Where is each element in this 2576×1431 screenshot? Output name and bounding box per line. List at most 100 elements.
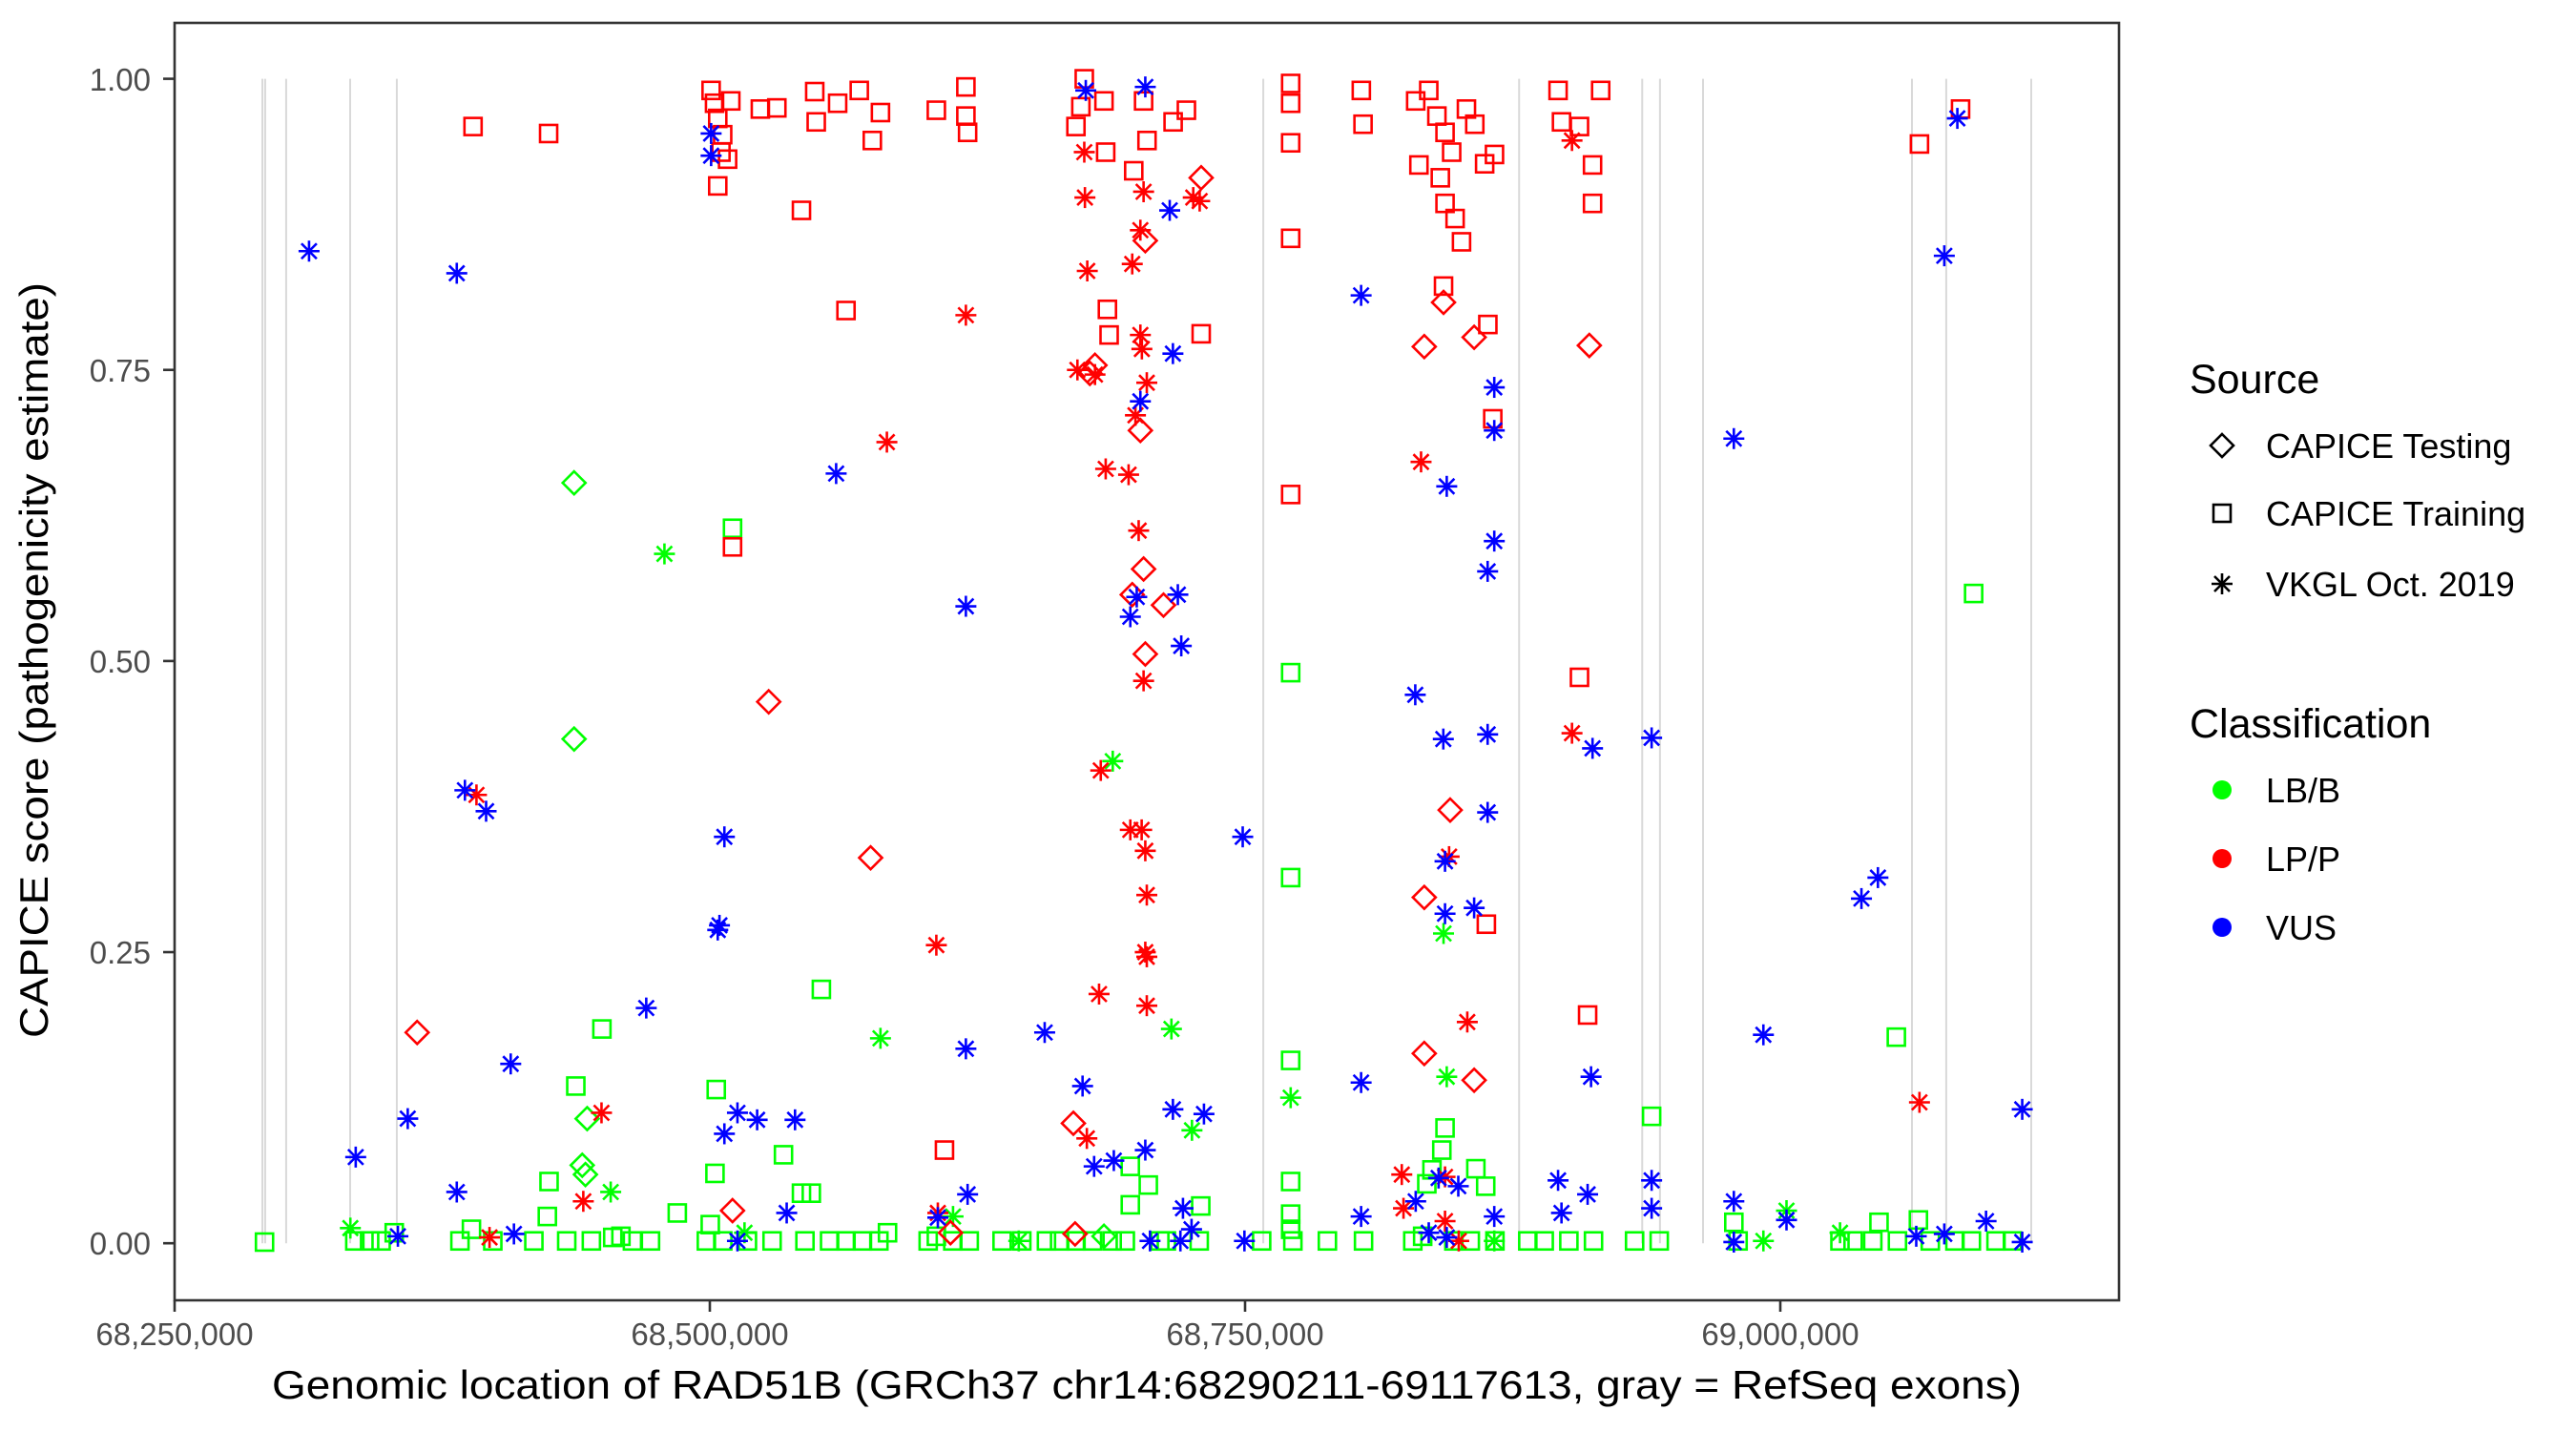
data-point-diamond [1130,555,1157,583]
data-point-asterisk [1464,897,1485,919]
data-point-asterisk [825,463,847,485]
data-point-asterisk [709,914,731,936]
legend-label: CAPICE Training [2266,494,2525,533]
data-point-asterisk [1130,219,1152,241]
data-point-square [1649,1231,1670,1252]
data-point-square [1444,208,1465,229]
data-point-square [1435,122,1455,143]
data-point-asterisk [1162,1098,1184,1120]
data-point-diamond [1410,333,1438,361]
data-point-diamond [1575,332,1603,359]
data-point-asterisk [1427,1167,1449,1189]
legend-classification: Classification LB/B LP/P VUS [2190,701,2431,947]
data-point-asterisk [1193,1103,1215,1125]
data-point-square [1433,276,1454,297]
data-point-asterisk [1074,187,1096,209]
x-axis-title: Genomic location of RAD51B (GRCh37 chr14… [272,1362,2022,1407]
data-point-square [1465,114,1485,135]
data-point-square [708,176,728,197]
data-point-square [1583,1231,1604,1252]
data-point-diamond [1461,323,1487,351]
series-vkgl-oct-2019-vus [298,76,2033,1253]
data-point-square [1548,80,1568,101]
data-point-asterisk [635,997,657,1019]
data-point-diamond [1132,227,1159,255]
data-point-square [1163,112,1183,133]
data-point-asterisk [446,262,467,284]
data-point-asterisk [1641,1170,1663,1192]
data-point-square [722,536,743,557]
data-point-asterisk [1436,1227,1458,1249]
data-point-asterisk [955,304,977,326]
data-point-asterisk [1561,130,1583,152]
data-point-asterisk [600,1181,622,1203]
data-point-asterisk [1121,253,1143,275]
legend-item-vus: VUS [2212,908,2337,947]
data-point-diamond [1437,797,1464,823]
data-point-asterisk [1180,1218,1202,1240]
data-point-square [870,102,891,123]
data-point-square [1559,1231,1579,1252]
data-point-square [1476,914,1497,935]
y-tick-label: 1.00 [90,62,151,97]
data-point-asterisk [1484,530,1506,552]
data-point-asterisk [1160,1018,1182,1040]
data-point-diamond [1127,417,1154,445]
green-dot-icon [2212,780,2232,799]
data-point-asterisk [2011,1231,2033,1253]
data-point-square [1124,160,1144,181]
y-axis-title: CAPICE score (pathogenicity estimate) [11,282,56,1038]
x-axis-ticks [173,1300,1782,1312]
data-point-asterisk [957,1183,979,1205]
data-point-square [791,1183,812,1204]
series-capice-training-lpp [463,69,1971,1160]
x-tick-label: 68,750,000 [1166,1317,1323,1352]
data-point-square [1435,193,1455,214]
data-point-square [254,1232,275,1253]
data-point-asterisk [1136,995,1157,1017]
data-point-square [791,200,812,220]
data-point-asterisk [1851,887,1873,909]
data-point-asterisk [340,1217,362,1239]
data-point-asterisk [700,122,722,144]
legend-label: VKGL Oct. 2019 [2266,565,2515,604]
data-point-square [1405,91,1426,112]
data-point-square [705,1163,725,1184]
legend-label: LP/P [2266,840,2340,879]
y-tick-label: 0.00 [90,1226,151,1261]
data-point-asterisk [1136,945,1157,967]
data-point-square [934,1140,955,1160]
exon-lines [261,78,2032,1244]
data-point-asterisk [1867,866,1889,888]
data-point-asterisk [869,1027,891,1049]
data-point-square [706,1079,727,1100]
data-point-asterisk [1071,1075,1093,1097]
data-point-asterisk [1083,1155,1105,1177]
data-point-asterisk [1134,840,1156,861]
data-point-square [1963,583,1984,604]
data-point-asterisk [1128,520,1150,542]
data-point-square [1280,485,1301,505]
legend-source: Source CAPICE Testing CAPICE Training VK… [2190,357,2525,604]
data-point-square [795,1231,816,1252]
data-point-asterisk [1477,723,1499,745]
data-point-square [957,122,978,143]
x-axis: 68,250,000 68,500,000 68,750,000 69,000,… [95,1300,1859,1352]
data-point-asterisk [1447,1175,1469,1197]
data-point-asterisk [475,800,497,822]
data-point-asterisk [1434,902,1456,924]
data-point-diamond [1410,1040,1438,1068]
data-point-asterisk [1484,420,1506,442]
data-point-square [1280,662,1301,683]
data-point-asterisk [714,826,736,848]
data-point-asterisk [1393,1197,1415,1219]
data-point-square [1136,130,1157,151]
legend-label: LB/B [2266,771,2340,810]
data-point-square [556,1231,577,1252]
square-icon [2212,503,2233,524]
data-point-asterisk [1641,1197,1663,1219]
data-point-square [1280,1172,1301,1192]
data-point-asterisk [1908,1091,1930,1113]
data-point-square [956,76,976,97]
data-point-square [722,518,743,539]
